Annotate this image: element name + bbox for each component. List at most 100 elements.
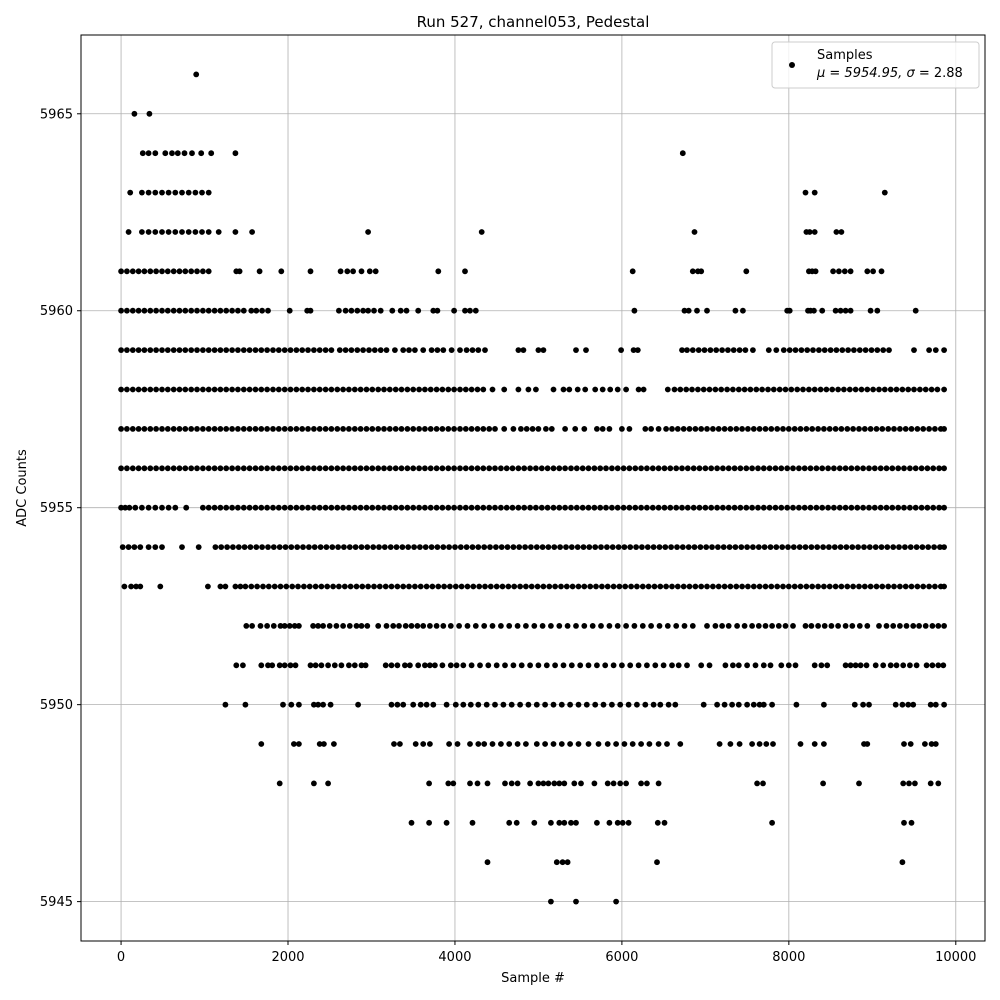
data-point <box>745 426 751 432</box>
data-points <box>118 71 947 905</box>
data-point <box>205 307 212 314</box>
data-point <box>118 465 124 472</box>
data-point <box>527 780 533 787</box>
data-point <box>614 504 621 511</box>
data-point <box>145 229 152 235</box>
data-point <box>889 504 896 511</box>
data-point <box>381 544 388 550</box>
data-point <box>182 465 189 472</box>
data-point <box>626 465 633 472</box>
data-point <box>375 623 382 629</box>
data-point <box>232 229 239 235</box>
data-point <box>200 347 206 353</box>
data-point <box>126 504 133 511</box>
data-point <box>369 504 376 511</box>
data-point <box>165 229 172 235</box>
data-point <box>626 426 633 432</box>
data-point <box>914 426 921 432</box>
data-point <box>129 426 136 432</box>
data-point <box>400 583 407 590</box>
data-point <box>654 859 660 866</box>
data-point <box>174 150 181 157</box>
data-point <box>258 386 265 393</box>
data-point <box>785 662 792 669</box>
data-point <box>928 386 935 393</box>
data-point <box>513 819 520 826</box>
data-point <box>623 623 629 629</box>
data-point <box>416 504 422 511</box>
data-point <box>299 504 306 511</box>
data-point <box>729 701 735 708</box>
data-point <box>849 623 856 629</box>
data-point <box>735 386 742 393</box>
data-point <box>299 347 306 353</box>
data-point <box>527 662 533 669</box>
data-point <box>451 465 457 472</box>
data-point <box>744 544 750 550</box>
data-point <box>733 583 740 590</box>
data-point <box>474 504 481 511</box>
data-point <box>913 662 920 669</box>
data-point <box>433 386 440 393</box>
data-point <box>806 386 812 393</box>
data-point <box>467 307 473 314</box>
data-point <box>147 465 154 472</box>
data-point <box>581 623 588 629</box>
data-point <box>147 268 154 275</box>
data-point <box>316 741 323 747</box>
data-point <box>252 426 259 432</box>
data-point <box>562 426 568 432</box>
data-point <box>597 504 604 511</box>
data-point <box>732 544 739 550</box>
data-point <box>715 544 721 550</box>
data-point <box>153 347 160 353</box>
data-point <box>798 347 805 353</box>
data-point <box>932 583 938 590</box>
data-point <box>819 504 826 511</box>
data-point <box>299 465 306 472</box>
data-point <box>264 386 270 393</box>
data-point <box>516 544 523 550</box>
data-point <box>750 583 757 590</box>
data-point <box>698 268 705 275</box>
data-point <box>322 386 329 393</box>
data-point <box>433 465 440 472</box>
data-point <box>118 386 124 393</box>
data-point <box>539 544 546 550</box>
data-point <box>902 544 908 550</box>
data-point <box>821 426 827 432</box>
data-point <box>585 504 592 511</box>
data-point <box>577 662 584 669</box>
data-point <box>655 504 662 511</box>
data-point <box>646 741 653 747</box>
data-point <box>862 347 869 353</box>
data-point <box>867 307 874 314</box>
data-point <box>410 504 417 511</box>
data-point <box>691 544 698 550</box>
data-point <box>358 268 365 275</box>
data-point <box>638 504 644 511</box>
data-point <box>159 189 165 196</box>
data-point <box>797 583 804 590</box>
data-point <box>487 583 494 590</box>
data-point <box>376 544 382 550</box>
data-point <box>672 701 679 708</box>
data-point <box>505 583 512 590</box>
data-point <box>295 583 301 590</box>
data-point <box>568 819 574 826</box>
data-point <box>821 741 827 747</box>
data-point <box>935 623 942 629</box>
data-point <box>176 426 183 432</box>
data-point <box>874 347 881 353</box>
data-point <box>826 583 833 590</box>
data-point <box>832 426 839 432</box>
data-point <box>908 426 915 432</box>
data-point <box>392 386 399 393</box>
data-point <box>306 544 312 550</box>
data-point <box>696 465 703 472</box>
data-point <box>860 701 866 708</box>
data-point <box>591 780 598 787</box>
data-point <box>515 504 522 511</box>
data-point <box>390 623 397 629</box>
data-point <box>217 426 224 432</box>
